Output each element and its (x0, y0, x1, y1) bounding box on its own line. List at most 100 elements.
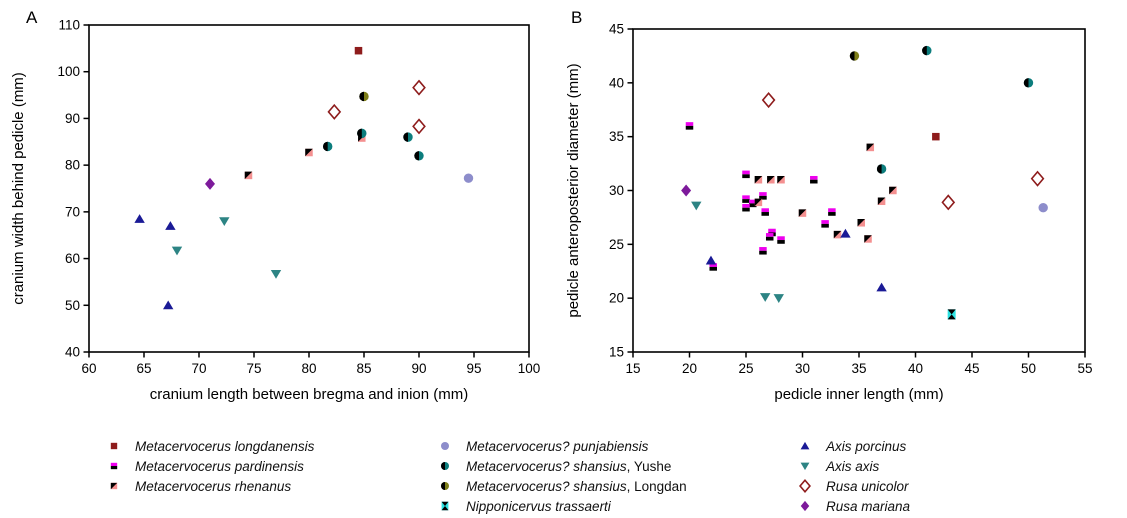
legend-item-pardinensis: Metacervocerus pardinensis (106, 456, 314, 476)
x-tick-label: 85 (356, 361, 371, 376)
data-point (327, 103, 342, 120)
mariana-marker-icon (797, 498, 813, 514)
legend-item-mariana: Rusa mariana (797, 496, 910, 516)
x-tick-label: 75 (246, 361, 261, 376)
data-point (754, 198, 763, 207)
trassaerti-marker-icon (441, 501, 449, 511)
data-point (134, 214, 145, 223)
data-point (1030, 170, 1045, 187)
legend-column-3: Axis porcinus Axis axis Rusa unicolor Rusa … (797, 436, 910, 516)
x-tick-label: 40 (908, 361, 923, 376)
legend-label: Metacervocerus rhenanus (135, 478, 292, 494)
data-point (759, 247, 767, 255)
unicolor-marker-icon (797, 478, 813, 494)
data-point (270, 269, 282, 279)
series-rhenanus (754, 143, 897, 243)
data-point (840, 228, 851, 238)
series-shansius-longdan (359, 91, 369, 102)
data-point (941, 194, 956, 211)
data-point (749, 199, 757, 208)
x-tick-label: 15 (625, 361, 640, 376)
data-point (922, 45, 932, 56)
series-shansius-yushe (876, 45, 1034, 174)
axis-axis-marker-icon (797, 458, 813, 474)
data-point (777, 175, 785, 184)
porcinus-marker-icon (797, 438, 813, 454)
data-point (761, 208, 769, 216)
data-point (947, 309, 956, 320)
data-point (1038, 203, 1048, 213)
data-point (709, 263, 717, 271)
y-tick-label: 35 (609, 129, 624, 144)
data-point (876, 164, 887, 174)
legend-label: Metacervocerus pardinensis (135, 458, 304, 474)
x-tick-label: 35 (851, 361, 866, 376)
punjabiensis-marker-icon (437, 438, 453, 454)
series-mariana (205, 177, 215, 190)
y-tick-label: 70 (65, 204, 80, 219)
axis-axis-marker-icon (800, 462, 810, 471)
data-point (219, 217, 230, 226)
series-shansius-yushe (323, 128, 424, 161)
data-point (765, 233, 774, 241)
x-tick-label: 65 (136, 361, 151, 376)
panel-letter: A (26, 8, 38, 27)
data-point (685, 122, 694, 130)
trassaerti-marker-icon (437, 498, 453, 514)
series-punjabiensis (463, 173, 474, 183)
data-point (760, 293, 771, 302)
data-point (742, 170, 750, 179)
data-point (866, 143, 875, 152)
series-shansius-longdan (849, 51, 860, 61)
x-tick-label: 80 (301, 361, 316, 376)
y-tick-label: 15 (609, 345, 624, 360)
series-porcinus (134, 214, 176, 310)
data-point (403, 132, 413, 142)
data-point (810, 175, 818, 184)
y-tick-label: 25 (609, 237, 624, 252)
x-axis-label: cranium length between bregma and inion … (150, 386, 469, 403)
series-longdanensis (354, 46, 363, 55)
x-tick-label: 100 (518, 361, 541, 376)
data-point (165, 221, 176, 230)
data-point (463, 173, 474, 183)
data-point (754, 175, 763, 184)
legend-item-longdanensis: Metacervocerus longdanensis (106, 436, 314, 456)
data-point (876, 282, 887, 292)
y-tick-label: 90 (65, 111, 80, 126)
data-point (681, 184, 692, 197)
data-point (357, 128, 367, 139)
shansius-longdan-marker-icon (441, 482, 449, 490)
data-point (857, 219, 866, 227)
data-point (889, 186, 897, 195)
data-point (244, 171, 253, 180)
porcinus-marker-icon (800, 441, 810, 450)
data-point (691, 201, 702, 211)
series-trassaerti (947, 309, 956, 320)
x-tick-label: 60 (81, 361, 96, 376)
legend-item-unicolor: Rusa unicolor (797, 476, 910, 496)
data-point (705, 255, 717, 265)
x-tick-label: 50 (1021, 361, 1036, 376)
x-tick-label: 25 (738, 361, 753, 376)
legend-label: Nipponicervus trassaerti (466, 498, 611, 514)
x-tick-label: 55 (1077, 361, 1092, 376)
x-tick-label: 90 (411, 361, 426, 376)
x-tick-label: 70 (191, 361, 206, 376)
data-point (742, 195, 750, 203)
legend-label: Rusa mariana (826, 498, 911, 514)
y-tick-label: 50 (65, 298, 80, 313)
scatter-panel-b: 15 20 25 30 35 40 45 50 55 15 20 25 30 35 40 45 pedicle … (565, 8, 1093, 403)
data-point (205, 177, 215, 190)
data-point (828, 208, 836, 216)
legend-label: Metacervocerus? shansius, Longdan (466, 478, 687, 494)
data-point (354, 46, 363, 55)
legend-label: Metacervocerus? punjabiensis (466, 438, 649, 454)
legend-label: Metacervocerus longdanensis (135, 438, 315, 454)
y-axis-label: cranium width behind pedicle (mm) (10, 72, 27, 305)
y-tick-label: 110 (58, 18, 80, 33)
series-unicolor (761, 92, 1045, 211)
scatter-panel-a: 60 65 70 75 80 85 90 95 100 40 50 60 70 80 90 100 110 cra… (10, 8, 541, 403)
data-point (412, 118, 426, 135)
